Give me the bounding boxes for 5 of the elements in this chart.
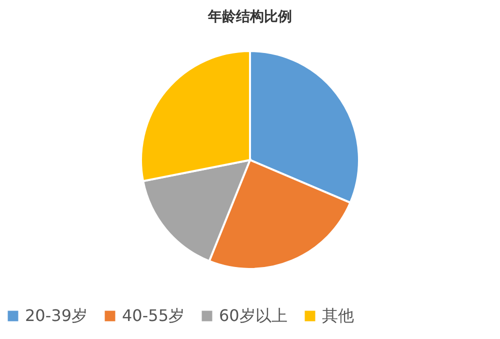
legend-label: 40-55岁 xyxy=(122,306,184,325)
chart-title: 年龄结构比例 xyxy=(207,9,292,25)
legend-label: 60岁以上 xyxy=(219,306,288,325)
legend-label: 20-39岁 xyxy=(25,306,88,325)
legend-label: 其他 xyxy=(322,306,354,325)
